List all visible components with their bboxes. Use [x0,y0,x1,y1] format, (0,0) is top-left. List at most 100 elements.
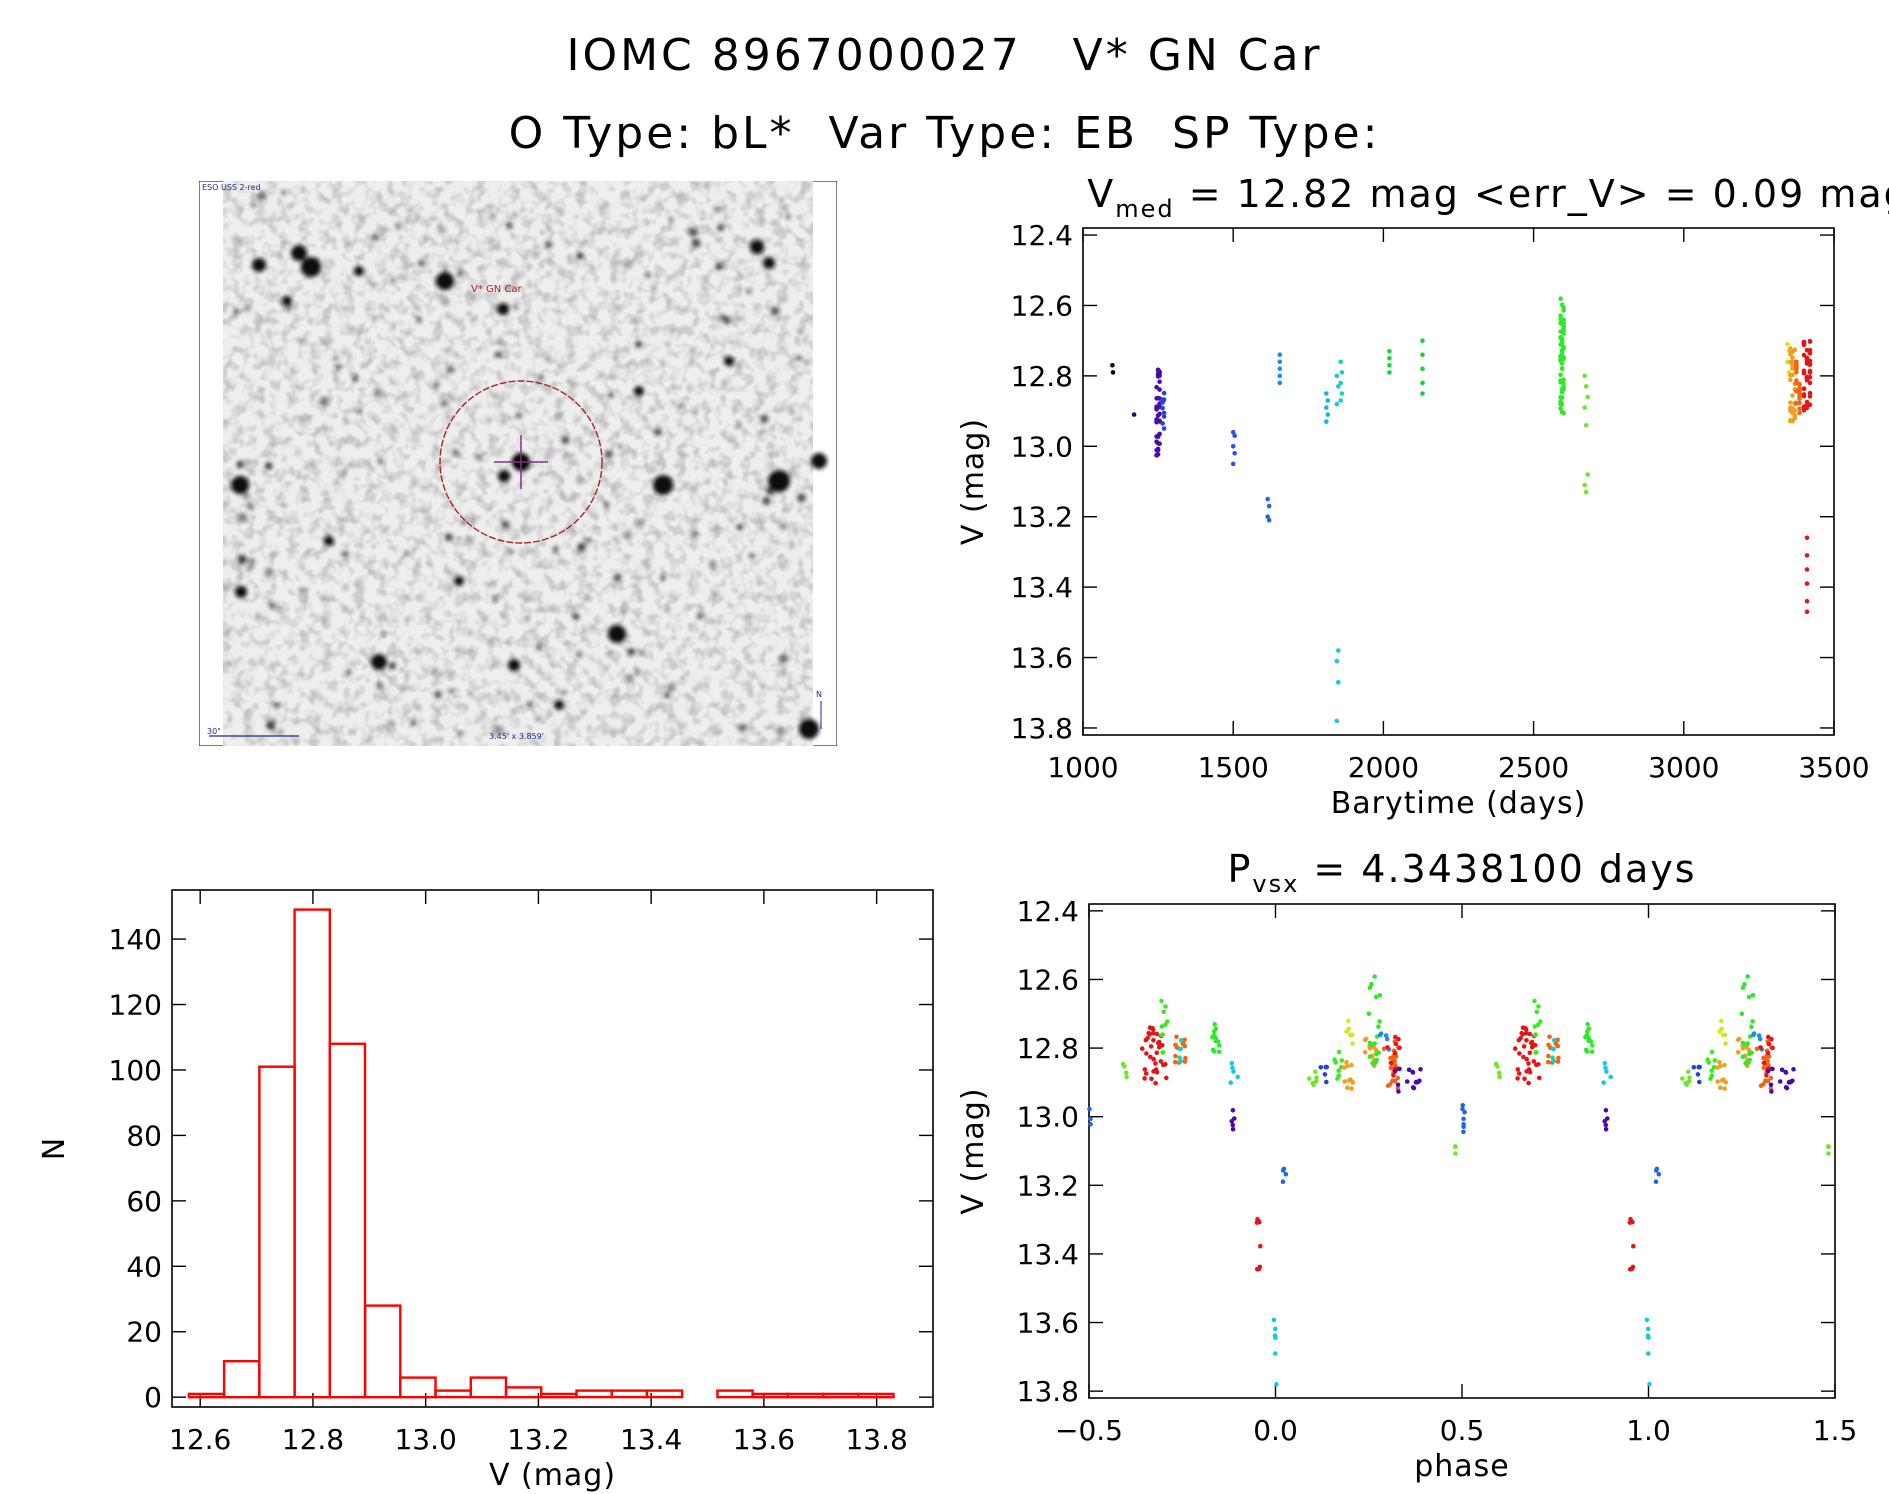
ph-data-point [1770,1045,1775,1051]
ph-data-point [1532,1032,1538,1038]
ph-data-point [1766,1054,1772,1059]
lc-data-point [1785,341,1790,347]
field-star [535,643,543,651]
ph-data-point [1159,1024,1165,1029]
ph-data-point [1210,1047,1216,1053]
hist-y-tick-label: 20 [126,1316,162,1349]
field-star [441,297,450,306]
ph-data-point [1603,1108,1609,1113]
lc-data-point [1788,417,1793,423]
ph-data-point [1164,1075,1169,1081]
lc-data-point [1561,387,1566,392]
field-star [460,520,466,525]
lc-data-point [1582,482,1587,488]
ph-data-point [1722,1086,1727,1091]
field-star [544,355,552,363]
ph-data-point [1211,1049,1217,1054]
ph-data-point [1415,1079,1420,1085]
field-star [736,523,743,531]
hist-bar [187,1392,226,1399]
ph-data-point [1735,1037,1741,1043]
lc-data-point [1794,366,1799,372]
lc-data-point [1801,408,1807,413]
lc-data-point [1232,433,1237,439]
ph-data-point [1254,1267,1260,1272]
ph-data-point [1744,1044,1749,1050]
ph-data-point [1686,1079,1692,1084]
field-star [266,721,276,730]
field-star [498,338,503,343]
ph-title: Pvsx = 4.3438100 days [1227,847,1696,898]
lc-data-point [1559,388,1565,394]
ph-data-point [1392,1039,1398,1044]
ph-data-point [1254,1220,1260,1225]
hist-bar [821,1392,860,1399]
ph-data-point [1391,1048,1397,1054]
ph-data-point [1154,1031,1160,1037]
ph-data-point [1529,1041,1535,1047]
lc-data-point [1804,553,1810,558]
field-star [794,582,799,586]
lc-data-point [1801,342,1807,348]
ph-data-point [1740,1040,1746,1046]
field-star [341,550,349,558]
field-star [563,268,566,272]
lc-data-point [1792,412,1798,418]
ph-data-point [1230,1108,1236,1113]
ph-data-point [1163,1004,1168,1009]
field-star [388,276,398,285]
ph-data-point [1392,1078,1398,1084]
lc-data-point [1154,417,1159,422]
scale-label: 30" [207,727,221,736]
ph-data-point [1697,1079,1702,1085]
ph-data-point [1383,1033,1389,1038]
field-star [746,289,752,294]
lc-data-point [1266,517,1272,523]
lc-data-point [1324,391,1329,396]
field-star [708,561,716,569]
lc-data-point [1157,418,1162,424]
ph-data-point [1687,1075,1692,1080]
ph-data-point [1372,1063,1377,1068]
ph-data-point [1750,993,1756,998]
hist-y-axis-label: N [37,1137,72,1160]
lc-data-point [1807,370,1813,375]
lc-data-point [1797,406,1802,412]
lc-data-point [1157,379,1162,385]
lc-data-point [1155,433,1161,439]
field-star [604,450,613,459]
ph-data-point [1719,1018,1724,1024]
ph-data-point [1746,1059,1751,1065]
ph-data-point [1396,1089,1401,1094]
lc-data-point [1277,366,1283,372]
ph-data-point [1392,1058,1397,1064]
lc-data-point [1801,352,1807,358]
field-star [401,256,408,263]
survey-label: ESO USS 2-red [202,183,261,192]
lc-data-point [1336,648,1341,653]
lc-data-point [1160,397,1165,402]
ph-data-point [1154,1050,1160,1056]
field-star [627,648,635,656]
lc-data-point [1265,496,1270,502]
ph-data-point [1683,1080,1688,1086]
ph-data-point [1150,1025,1155,1031]
ph-data-point [1393,1062,1398,1068]
hist-plot-frame [171,889,934,1408]
field-star [760,414,769,423]
ph-data-point [1151,1056,1156,1062]
ph-data-point [1697,1064,1702,1070]
ph-data-point [1154,1070,1160,1075]
hist-x-tick-label: 13.4 [620,1423,682,1456]
ph-data-point [1521,1054,1526,1060]
field-star [706,295,710,298]
lc-data-point [1801,386,1807,392]
ph-data-point [1715,1079,1720,1084]
lc-y-tick-label: 13.4 [1011,571,1073,604]
ph-data-point [1139,1046,1145,1051]
ph-data-point [1749,1050,1754,1056]
hist-bar [399,1376,437,1399]
ph-data-point [1347,1032,1353,1038]
lc-data-point [1157,441,1162,447]
lc-data-point [1786,348,1792,354]
